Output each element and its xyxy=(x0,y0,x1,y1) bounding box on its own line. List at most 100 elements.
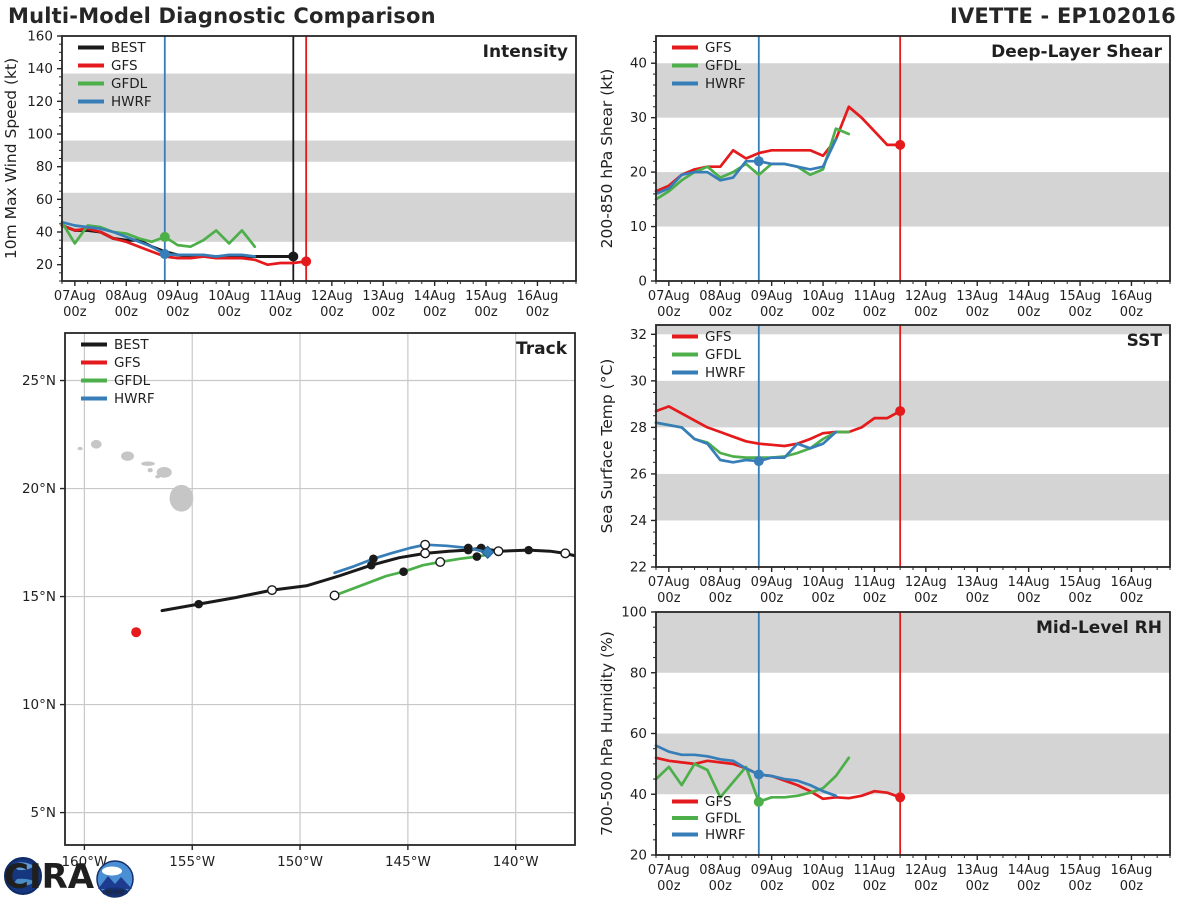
hawaii-island xyxy=(90,439,102,449)
svg-text:15°N: 15°N xyxy=(22,589,56,605)
sst-dot-HWRF xyxy=(753,456,764,467)
svg-text:26: 26 xyxy=(630,466,647,482)
svg-text:13Aug: 13Aug xyxy=(956,289,998,304)
svg-text:10Aug: 10Aug xyxy=(802,289,844,304)
svg-text:13Aug: 13Aug xyxy=(956,863,998,878)
svg-text:GFS: GFS xyxy=(111,58,138,74)
hawaii-island xyxy=(121,451,135,461)
svg-text:00z: 00z xyxy=(320,305,344,320)
svg-text:16Aug: 16Aug xyxy=(1110,575,1152,590)
svg-text:12Aug: 12Aug xyxy=(905,575,947,590)
svg-text:12Aug: 12Aug xyxy=(905,289,947,304)
svg-text:120: 120 xyxy=(27,94,53,110)
svg-text:10m Max Wind Speed (kt): 10m Max Wind Speed (kt) xyxy=(2,58,20,259)
marker-open xyxy=(493,546,504,557)
rh-band xyxy=(656,733,1170,795)
marker-diamond xyxy=(480,545,495,559)
svg-text:15Aug: 15Aug xyxy=(465,289,507,304)
svg-text:00z: 00z xyxy=(1120,305,1144,320)
svg-text:155°W: 155°W xyxy=(169,854,215,870)
svg-text:Deep-Layer Shear: Deep-Layer Shear xyxy=(991,42,1162,62)
svg-text:00z: 00z xyxy=(657,591,681,606)
svg-text:GFS: GFS xyxy=(705,794,732,810)
marker-open xyxy=(560,548,571,559)
sst-band xyxy=(656,325,1170,335)
svg-text:00z: 00z xyxy=(423,305,447,320)
shear-series-GFS xyxy=(654,105,902,193)
svg-text:00z: 00z xyxy=(914,879,938,894)
sst-dot-GFS xyxy=(895,406,906,417)
svg-text:100: 100 xyxy=(27,127,53,143)
svg-text:30: 30 xyxy=(630,110,647,126)
svg-text:00z: 00z xyxy=(966,305,990,320)
svg-text:700-500 hPa Humidity (%): 700-500 hPa Humidity (%) xyxy=(598,631,616,836)
svg-text:Intensity: Intensity xyxy=(483,42,568,62)
intensity-band xyxy=(62,140,576,162)
svg-text:145°W: 145°W xyxy=(385,854,431,870)
svg-text:00z: 00z xyxy=(811,879,835,894)
svg-text:5°N: 5°N xyxy=(31,805,56,821)
rh-series-GFDL xyxy=(654,756,851,804)
svg-text:BEST: BEST xyxy=(111,40,146,56)
svg-text:14Aug: 14Aug xyxy=(414,289,456,304)
svg-text:00z: 00z xyxy=(966,879,990,894)
track-series-HWRF xyxy=(333,543,490,575)
svg-text:00z: 00z xyxy=(1017,305,1041,320)
svg-text:00z: 00z xyxy=(760,591,784,606)
svg-text:07Aug: 07Aug xyxy=(648,575,690,590)
svg-text:22: 22 xyxy=(630,560,647,576)
rh-dot-HWRF xyxy=(753,769,764,780)
hawaii-island xyxy=(156,466,172,478)
track-frame xyxy=(64,332,576,846)
svg-text:GFS: GFS xyxy=(705,40,732,56)
marker-filled xyxy=(472,552,482,561)
svg-text:00z: 00z xyxy=(709,591,733,606)
sst-panel: 07Aug00z08Aug00z09Aug00z10Aug00z11Aug00z… xyxy=(598,324,1171,606)
svg-text:00z: 00z xyxy=(709,305,733,320)
svg-text:10Aug: 10Aug xyxy=(802,575,844,590)
svg-text:00z: 00z xyxy=(166,305,190,320)
svg-text:00z: 00z xyxy=(709,879,733,894)
svg-text:00z: 00z xyxy=(1068,305,1092,320)
svg-text:40: 40 xyxy=(630,787,647,803)
svg-text:200-850 hPa Shear (kt): 200-850 hPa Shear (kt) xyxy=(598,69,616,249)
svg-text:160: 160 xyxy=(27,29,53,45)
globe-ring xyxy=(4,857,42,895)
marker-open xyxy=(420,539,431,550)
svg-text:SST: SST xyxy=(1127,331,1163,351)
globe-land xyxy=(12,862,34,871)
svg-text:140: 140 xyxy=(27,61,53,77)
svg-text:00z: 00z xyxy=(526,305,550,320)
svg-text:BEST: BEST xyxy=(114,337,149,353)
svg-text:00z: 00z xyxy=(1068,591,1092,606)
svg-text:00z: 00z xyxy=(966,591,990,606)
intensity-dot-GFS xyxy=(301,256,312,267)
shear-panel: 07Aug00z08Aug00z09Aug00z10Aug00z11Aug00z… xyxy=(598,35,1171,320)
svg-text:HWRF: HWRF xyxy=(705,827,746,843)
svg-text:07Aug: 07Aug xyxy=(54,289,96,304)
svg-text:13Aug: 13Aug xyxy=(956,575,998,590)
intensity-dot-BEST xyxy=(288,251,299,262)
svg-text:08Aug: 08Aug xyxy=(699,863,741,878)
intensity-series-GFS xyxy=(60,224,308,267)
shear-band xyxy=(656,63,1170,118)
svg-text:140°W: 140°W xyxy=(493,854,539,870)
svg-text:0: 0 xyxy=(638,274,647,290)
shear-series-GFDL xyxy=(654,127,851,201)
svg-text:150°W: 150°W xyxy=(277,854,323,870)
badge-text: RAMMB xyxy=(106,890,125,896)
svg-text:100: 100 xyxy=(621,605,647,621)
svg-text:00z: 00z xyxy=(63,305,87,320)
marker-filled xyxy=(463,543,473,553)
svg-text:00z: 00z xyxy=(914,591,938,606)
svg-text:HWRF: HWRF xyxy=(705,365,746,381)
intensity-band xyxy=(62,192,576,242)
svg-text:40: 40 xyxy=(630,56,647,72)
marker-open xyxy=(420,548,431,559)
shear-series-HWRF xyxy=(654,138,838,196)
svg-text:00z: 00z xyxy=(811,591,835,606)
svg-text:60: 60 xyxy=(630,726,647,742)
badge-cloud xyxy=(102,866,122,876)
svg-text:00z: 00z xyxy=(372,305,396,320)
